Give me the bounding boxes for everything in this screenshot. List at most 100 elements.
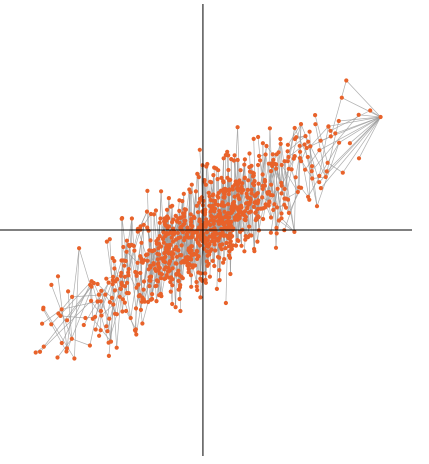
scatter-point [109,295,115,300]
scatter-point [180,230,186,235]
scatter-point [158,276,164,281]
scatter-point [110,278,115,283]
scatter-point [299,159,304,164]
scatter-point [236,238,241,243]
scatter-point [163,276,168,281]
scatter-point [182,218,187,223]
scatter-point [161,240,166,245]
scatter-point [172,247,177,252]
scatter-point [260,172,265,177]
scatter-point [141,222,146,227]
scatter-point [285,159,290,164]
edge-line [341,97,381,118]
scatter-point [224,240,229,246]
scatter-point [229,219,234,224]
scatter-point [89,284,94,289]
scatter-point [107,300,112,305]
edge-line [285,191,298,199]
scatter-point [251,204,256,209]
scatter-point [189,257,194,262]
scatter-point [207,274,212,279]
scatter-point [207,203,212,208]
scatter-point [229,157,234,162]
scatter-point [141,279,147,284]
scatter-point [285,142,290,147]
scatter-point [246,202,251,207]
scatter-point [298,122,304,127]
edge-line [193,232,196,254]
scatter-point [64,346,70,351]
edge-line [142,301,149,324]
scatter-point [159,256,164,261]
edge-line [57,276,68,349]
scatter-point [242,157,247,162]
scatter-point [98,308,104,314]
scatter-point [153,268,158,273]
scatter-point [226,189,232,194]
scatter-point [282,186,287,192]
scatter-point [203,207,208,212]
scatter-point [262,179,268,184]
edge-line [277,188,282,214]
scatter-point [93,314,98,319]
scatter-point [151,212,157,217]
scatter-point [159,272,165,277]
scatter-point [139,256,144,261]
scatter-point [124,249,129,254]
scatter-point [106,280,111,285]
edge-line [305,136,320,183]
scatter-point [124,238,129,243]
scatter-point [267,126,272,131]
scatter-point [111,302,116,307]
scatter-point [249,191,254,196]
scatter-point [96,292,101,297]
edge-line [319,116,381,151]
edge-line [114,272,122,314]
scatter-point [282,159,287,164]
scatter-point [211,221,216,226]
point-layer [33,78,383,361]
scatter-point [235,217,240,222]
scatter-point [156,246,161,251]
scatter-point [217,268,222,273]
scatter-point [167,245,172,250]
scatter-point [157,252,162,257]
scatter-point [356,112,361,117]
scatter-point [227,178,232,183]
scatter-point [219,175,224,180]
scatter-point [147,248,152,253]
scatter-point [306,139,311,144]
scatter-point [170,301,175,307]
scatter-point [59,340,64,346]
scatter-point [41,344,46,349]
scatter-point [274,231,279,236]
scatter-point [324,169,329,174]
edge-line [335,116,381,134]
scatter-point [189,182,194,187]
edge-line [281,158,295,186]
scatter-point [179,215,185,220]
scatter-point [181,191,186,196]
scatter-point [194,252,199,257]
scatter-point [154,299,159,304]
edge-line [145,254,149,303]
edge-line [299,145,310,200]
scatter-point [292,125,297,131]
scatter-point [106,340,111,345]
scatter-point [110,282,115,287]
scatter-point [59,307,64,312]
scatter-point [235,193,240,198]
scatter-point [212,226,217,231]
scatter-point [111,274,116,279]
scatter-point [337,140,342,145]
edge-line [109,239,114,305]
scatter-point [272,202,277,207]
scatter-point [114,345,119,350]
scatter-point [249,187,254,192]
scatter-point [294,135,299,140]
scatter-point [55,355,60,360]
scatter-point [126,267,131,272]
scatter-point [128,315,133,321]
scatter-point [260,186,265,191]
scatter-point [217,236,222,241]
